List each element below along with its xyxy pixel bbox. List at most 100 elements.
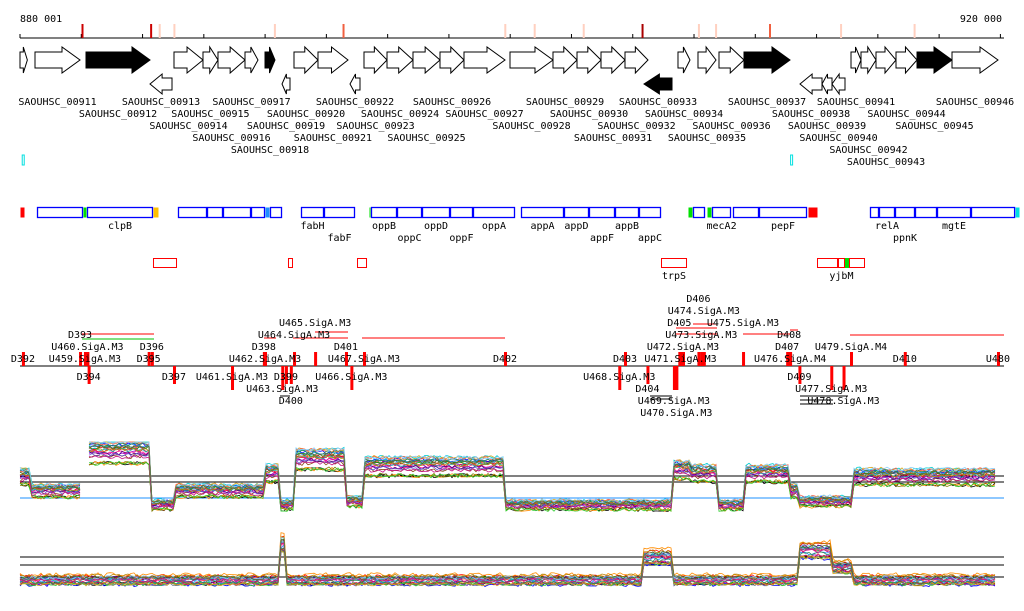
rna-box (287, 258, 293, 268)
gene-arrow (895, 45, 918, 75)
gene-arrow (85, 46, 151, 74)
promoter-tick (624, 352, 627, 366)
gene-label: SAOUHSC_00933 (619, 97, 697, 108)
promoter-label: D399 (274, 372, 298, 383)
gene-label: SAOUHSC_00932 (597, 121, 675, 132)
gene-track: SAOUHSC_00911SAOUHSC_00912SAOUHSC_00913S… (18, 45, 1014, 168)
gene-label: SAOUHSC_00923 (336, 121, 414, 132)
rna-box (152, 258, 178, 268)
promoter-label: D395 (137, 354, 161, 365)
promoter-label: D406 (686, 294, 710, 305)
gene-arrow (149, 72, 173, 96)
promoter-label: U470.SigA.M3 (640, 408, 712, 419)
feature-box (36, 206, 84, 219)
feature-box (692, 206, 706, 219)
promoter-tick (172, 366, 176, 384)
gene-label: SAOUHSC_00915 (171, 109, 249, 120)
feature-label: oppC (398, 233, 422, 244)
gene-label: SAOUHSC_00937 (728, 97, 806, 108)
promoter-tick (504, 352, 507, 366)
feature-box (206, 206, 224, 219)
gene-arrow (412, 45, 441, 75)
gene-label: SAOUHSC_00917 (212, 97, 290, 108)
feature-box (588, 206, 616, 219)
gene-arrow (743, 46, 791, 74)
gene-arrow (281, 73, 291, 95)
feature-label: ppnK (893, 233, 917, 244)
gene-arrow (349, 73, 361, 95)
gene-label: SAOUHSC_00935 (668, 133, 746, 144)
expression-profile-line (19, 444, 996, 506)
gene-arrow (831, 72, 846, 96)
feature-label: appA (531, 221, 555, 232)
gene-label: SAOUHSC_00941 (817, 97, 895, 108)
promoter-label: D409 (787, 372, 811, 383)
gene-label: SAOUHSC_00913 (122, 97, 200, 108)
feature-label: mgtE (942, 221, 966, 232)
expression-profile-line (19, 454, 996, 510)
feature-box (1015, 207, 1020, 218)
feature-label: pepF (771, 221, 795, 232)
promoter-tick (679, 352, 683, 366)
feature-label: appB (615, 221, 639, 232)
feature-box (732, 206, 760, 219)
feature-label: oppB (372, 221, 396, 232)
coordinate-axis: 880 001 920 000 (19, 14, 1004, 39)
gene-label: SAOUHSC_00925 (387, 133, 465, 144)
rna-label: trpS (662, 271, 686, 282)
feature-label: appC (638, 233, 662, 244)
expression-profile-line (19, 442, 996, 505)
rna-box (837, 258, 845, 268)
feature-box (222, 206, 252, 219)
promoter-tick (281, 366, 285, 390)
gene-label: SAOUHSC_00946 (936, 97, 1014, 108)
promoter-label: D403 (613, 354, 637, 365)
gene-arrow (244, 46, 259, 74)
promoter-tick (830, 366, 834, 390)
gene-label: SAOUHSC_00936 (692, 121, 770, 132)
promoter-tick (702, 352, 706, 366)
cyan-marker (21, 154, 25, 166)
promoter-tick (264, 352, 267, 366)
promoter-tick (700, 352, 704, 366)
promoter-tick (681, 352, 685, 366)
promoter-tick (147, 352, 151, 366)
promoter-label: U475.SigA.M3 (707, 318, 779, 329)
gene-label: SAOUHSC_00927 (445, 109, 523, 120)
expression-profile-line (19, 441, 996, 504)
promoter-tick (675, 366, 679, 390)
promoter-tick (86, 352, 90, 366)
promoter-tick (798, 366, 802, 384)
promoter-label: D393 (68, 330, 92, 341)
rna-box (848, 258, 866, 268)
gene-label: SAOUHSC_00920 (267, 109, 345, 120)
gene-label: SAOUHSC_00928 (492, 121, 570, 132)
promoter-label: U474.SigA.M3 (668, 306, 740, 317)
gene-label: SAOUHSC_00912 (79, 109, 157, 120)
promoter-label: U463.SigA.M3 (246, 384, 318, 395)
promoter-tick (231, 366, 235, 390)
gene-arrow (293, 45, 319, 75)
gene-arrow (202, 45, 219, 75)
promoter-tick (284, 366, 288, 384)
expression-profile-line (19, 452, 996, 509)
promoter-label: D396 (140, 342, 164, 353)
gene-arrow (363, 45, 388, 75)
promoter-label: U467.SigA.M3 (328, 354, 400, 365)
feature-box (300, 206, 325, 219)
promoter-tick (150, 352, 154, 366)
feature-box (449, 206, 474, 219)
gene-arrow (850, 46, 862, 74)
promoter-label: D408 (777, 330, 801, 341)
rna-track: trpS yjbM (152, 258, 866, 282)
marker-track (21, 154, 794, 166)
expression-profile-line (19, 442, 996, 505)
rna-box (817, 258, 838, 268)
feature-box (421, 206, 451, 219)
gene-label: SAOUHSC_00940 (799, 133, 877, 144)
gene-label: SAOUHSC_00931 (574, 133, 652, 144)
feature-label: appF (590, 233, 614, 244)
promoter-label: D397 (162, 372, 186, 383)
promoter-tick (903, 352, 907, 366)
